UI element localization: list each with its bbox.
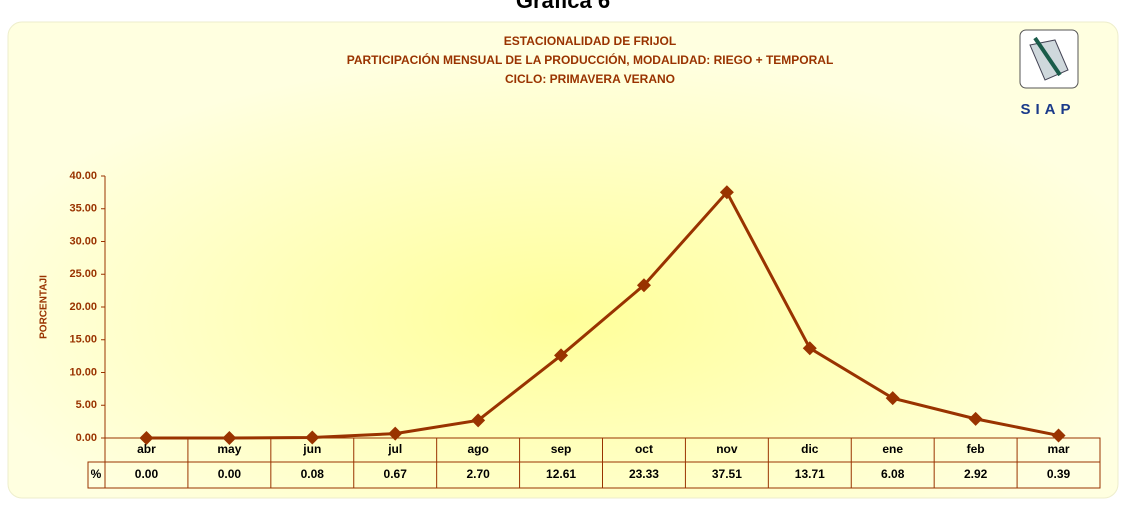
y-tick-label: 0.00	[76, 432, 97, 444]
x-tick-label: feb	[967, 442, 985, 456]
chart-subtitle: PARTICIPACIÓN MENSUAL DE LA PRODUCCIÓN, …	[347, 52, 834, 67]
x-tick-label: sep	[551, 442, 572, 456]
x-tick-label: jun	[302, 442, 321, 456]
table-row-label: %	[91, 467, 102, 481]
x-tick-label: may	[217, 442, 241, 456]
chart-title: ESTACIONALIDAD DE FRIJOL	[504, 34, 676, 48]
data-label: 6.08	[881, 467, 905, 481]
data-label: 2.92	[964, 467, 988, 481]
marker	[139, 431, 154, 445]
table-row-label-cell	[87, 461, 106, 489]
y-tick-label: 5.00	[76, 399, 97, 411]
logo: SIAP	[1019, 29, 1079, 118]
x-tick-label: abr	[137, 442, 156, 456]
x-tick-label: ago	[467, 442, 488, 456]
marker	[719, 185, 734, 200]
y-axis-label: PORCENTAJI	[39, 275, 50, 339]
marker	[636, 278, 651, 293]
marker	[968, 411, 983, 426]
heading: Gráfica 6	[516, 0, 610, 13]
marker	[305, 430, 320, 445]
y-tick-label: 30.00	[69, 235, 97, 247]
data-label: 0.08	[301, 467, 325, 481]
chart-subtitle: CICLO: PRIMAVERA VERANO	[505, 72, 675, 86]
chart-background	[7, 21, 1119, 499]
marker	[885, 391, 900, 406]
y-tick-label: 20.00	[69, 301, 97, 313]
marker	[222, 431, 237, 445]
data-label: 0.00	[135, 467, 159, 481]
data-label: 13.71	[795, 467, 825, 481]
x-tick-label: mar	[1048, 442, 1070, 456]
marker	[1051, 428, 1066, 443]
y-tick-label: 15.00	[69, 334, 97, 346]
y-tick-label: 40.00	[69, 170, 97, 182]
data-label: 0.39	[1047, 467, 1071, 481]
marker	[471, 413, 486, 428]
line	[146, 189, 1059, 440]
y-tick-label: 35.00	[69, 203, 97, 215]
data-label: 2.70	[466, 467, 490, 481]
marker	[388, 426, 403, 441]
data-label: 12.61	[546, 467, 576, 481]
data-label: 37.51	[712, 467, 742, 481]
data-label: 23.33	[629, 467, 659, 481]
data-label: 0.67	[384, 467, 408, 481]
y-tick-label: 25.00	[69, 268, 97, 280]
marker	[802, 341, 817, 356]
marker	[554, 348, 569, 363]
y-tick-label: 10.00	[69, 366, 97, 378]
data-label: 0.00	[218, 467, 242, 481]
x-tick-label: dic	[801, 442, 819, 456]
x-tick-label: ene	[882, 442, 903, 456]
x-tick-label: oct	[635, 442, 653, 456]
x-tick-label: nov	[716, 442, 738, 456]
logo-text: SIAP	[1020, 101, 1075, 118]
x-tick-label: jul	[387, 442, 402, 456]
